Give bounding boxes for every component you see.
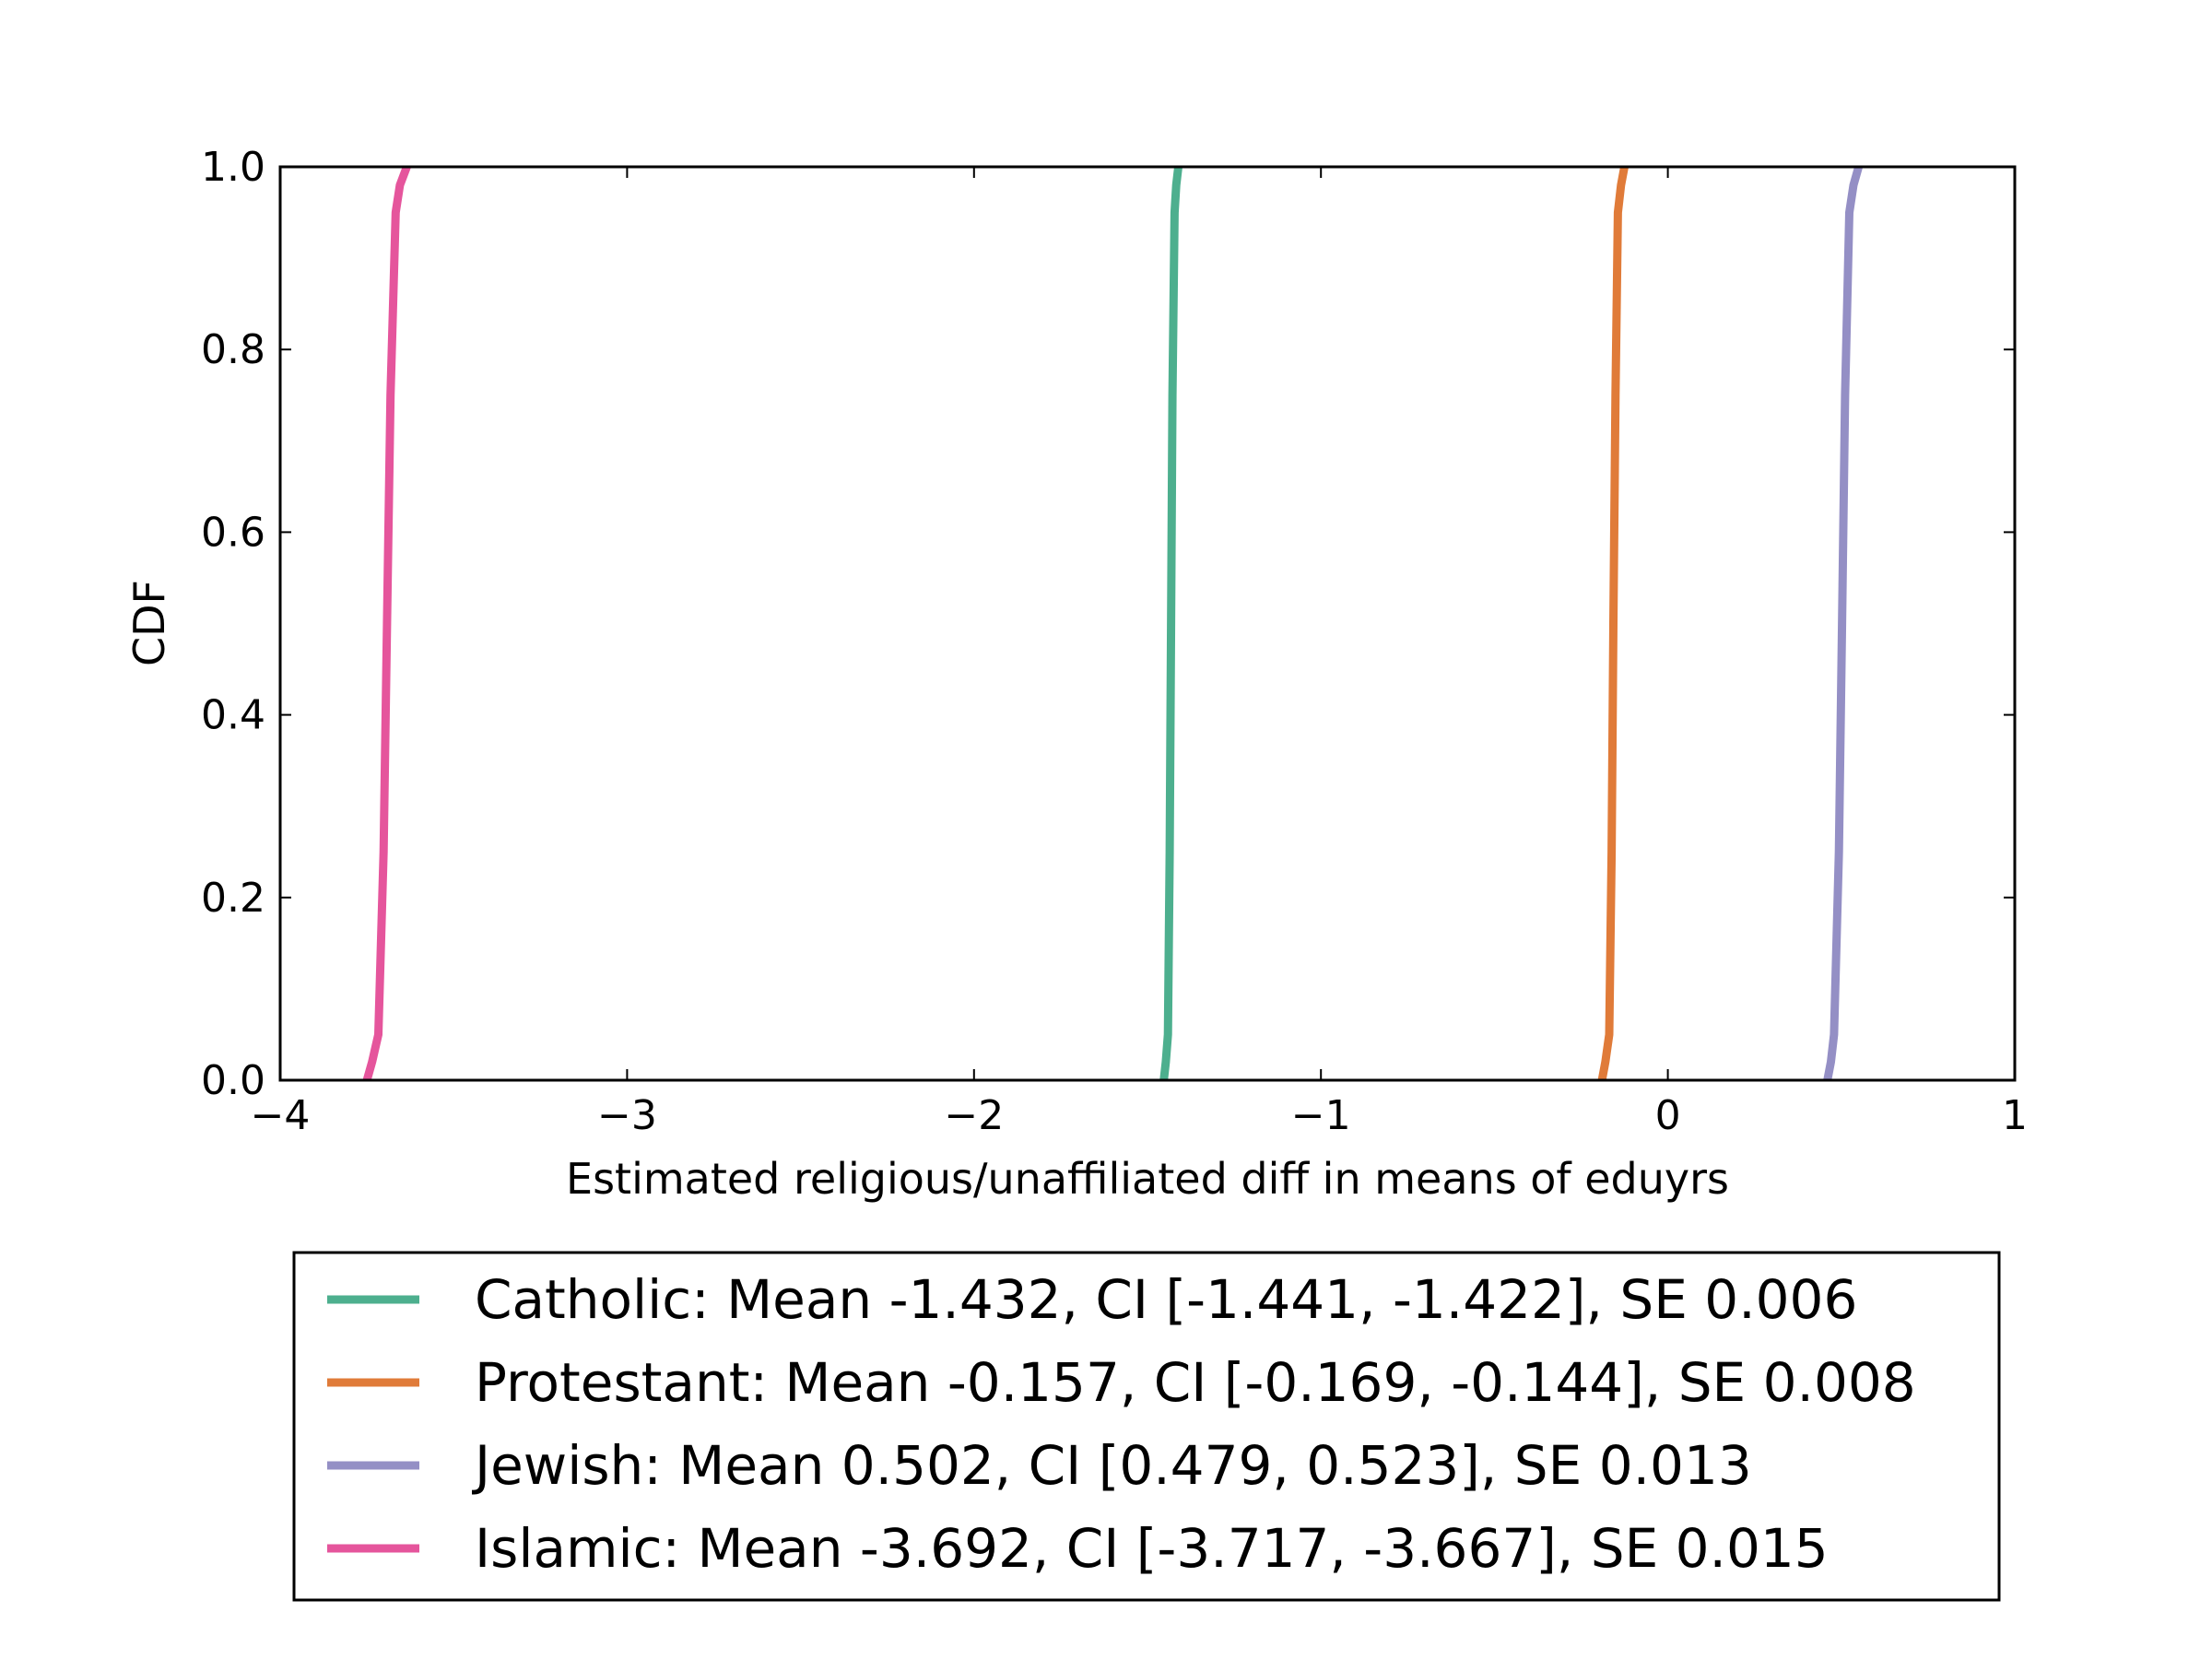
legend-label-3: Islamic: Mean -3.692, CI [-3.717, -3.667… <box>475 1517 1829 1580</box>
legend-label-1: Protestant: Mean -0.157, CI [-0.169, -0.… <box>475 1351 1916 1414</box>
x-axis-label: Estimated religious/unaffiliated diff in… <box>566 1154 1729 1204</box>
x-tick-label: −3 <box>597 1092 657 1139</box>
x-tick-label: −1 <box>1291 1092 1351 1139</box>
plot-area-frame <box>278 165 2017 1082</box>
series-line-0 <box>1159 166 1182 1081</box>
series-line-1 <box>1597 166 1629 1081</box>
y-tick-label: 0.2 <box>201 875 265 922</box>
legend-label-2: Jewish: Mean 0.502, CI [0.479, 0.523], S… <box>472 1434 1752 1497</box>
y-axis-label: CDF <box>124 580 174 666</box>
legend-label-0: Catholic: Mean -1.432, CI [-1.441, -1.42… <box>475 1268 1857 1331</box>
x-tick-label: 0 <box>1655 1092 1681 1139</box>
legend-frame <box>292 1251 2001 1602</box>
x-tick-label: −4 <box>251 1092 311 1139</box>
x-tick-label: 1 <box>2002 1092 2028 1139</box>
legend-items: Catholic: Mean -1.432, CI [-1.441, -1.42… <box>327 1268 1916 1580</box>
legend: Catholic: Mean -1.432, CI [-1.441, -1.42… <box>292 1251 2001 1602</box>
y-tick-label: 0.4 <box>201 692 265 739</box>
y-tick-label: 1.0 <box>201 144 265 191</box>
y-tick-label: 0.6 <box>201 509 265 556</box>
series-lines <box>362 165 1863 1082</box>
y-tick-label: 0.0 <box>201 1057 265 1104</box>
axis-ticks: −4 −3 −2 −1 0 1 0.0 0.2 0.4 0.6 0.8 1.0 <box>201 144 2028 1139</box>
series-line-2 <box>1823 165 1863 1081</box>
series-line-3 <box>362 165 411 1082</box>
y-tick-label: 0.8 <box>201 326 265 373</box>
x-tick-label: −2 <box>944 1092 1004 1139</box>
